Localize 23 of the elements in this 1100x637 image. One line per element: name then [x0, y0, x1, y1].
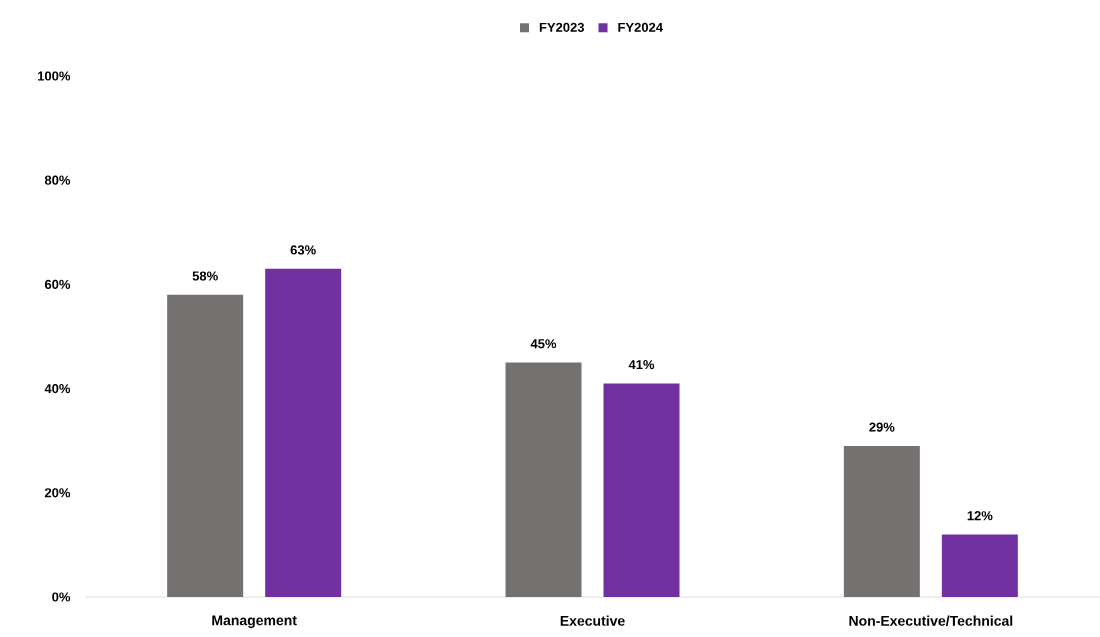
data-label: 12%	[967, 511, 993, 521]
data-label: 63%	[290, 245, 316, 255]
x-tick-label: Management	[212, 615, 297, 629]
y-tick-label: 60%	[44, 279, 71, 289]
bar	[265, 268, 342, 597]
bar	[505, 362, 582, 597]
legend-label: FY2024	[618, 22, 663, 32]
x-tick-label: Non-Executive/Technical	[849, 615, 1013, 626]
x-tick-label: Executive	[560, 615, 625, 626]
bar	[941, 534, 1018, 597]
data-label: 41%	[628, 360, 655, 370]
y-tick-label: 0%	[52, 592, 71, 602]
y-tick-label: 100%	[38, 71, 71, 81]
y-tick-label: 20%	[44, 488, 71, 498]
y-tick-label: 80%	[44, 175, 71, 185]
data-label: 29%	[869, 422, 895, 432]
bar	[603, 383, 680, 597]
data-label: 58%	[192, 271, 218, 281]
legend-label: FY2023	[539, 22, 585, 32]
y-tick-label: 40%	[44, 383, 71, 394]
bar	[843, 445, 920, 597]
data-label: 45%	[530, 339, 557, 349]
bar	[167, 294, 244, 597]
